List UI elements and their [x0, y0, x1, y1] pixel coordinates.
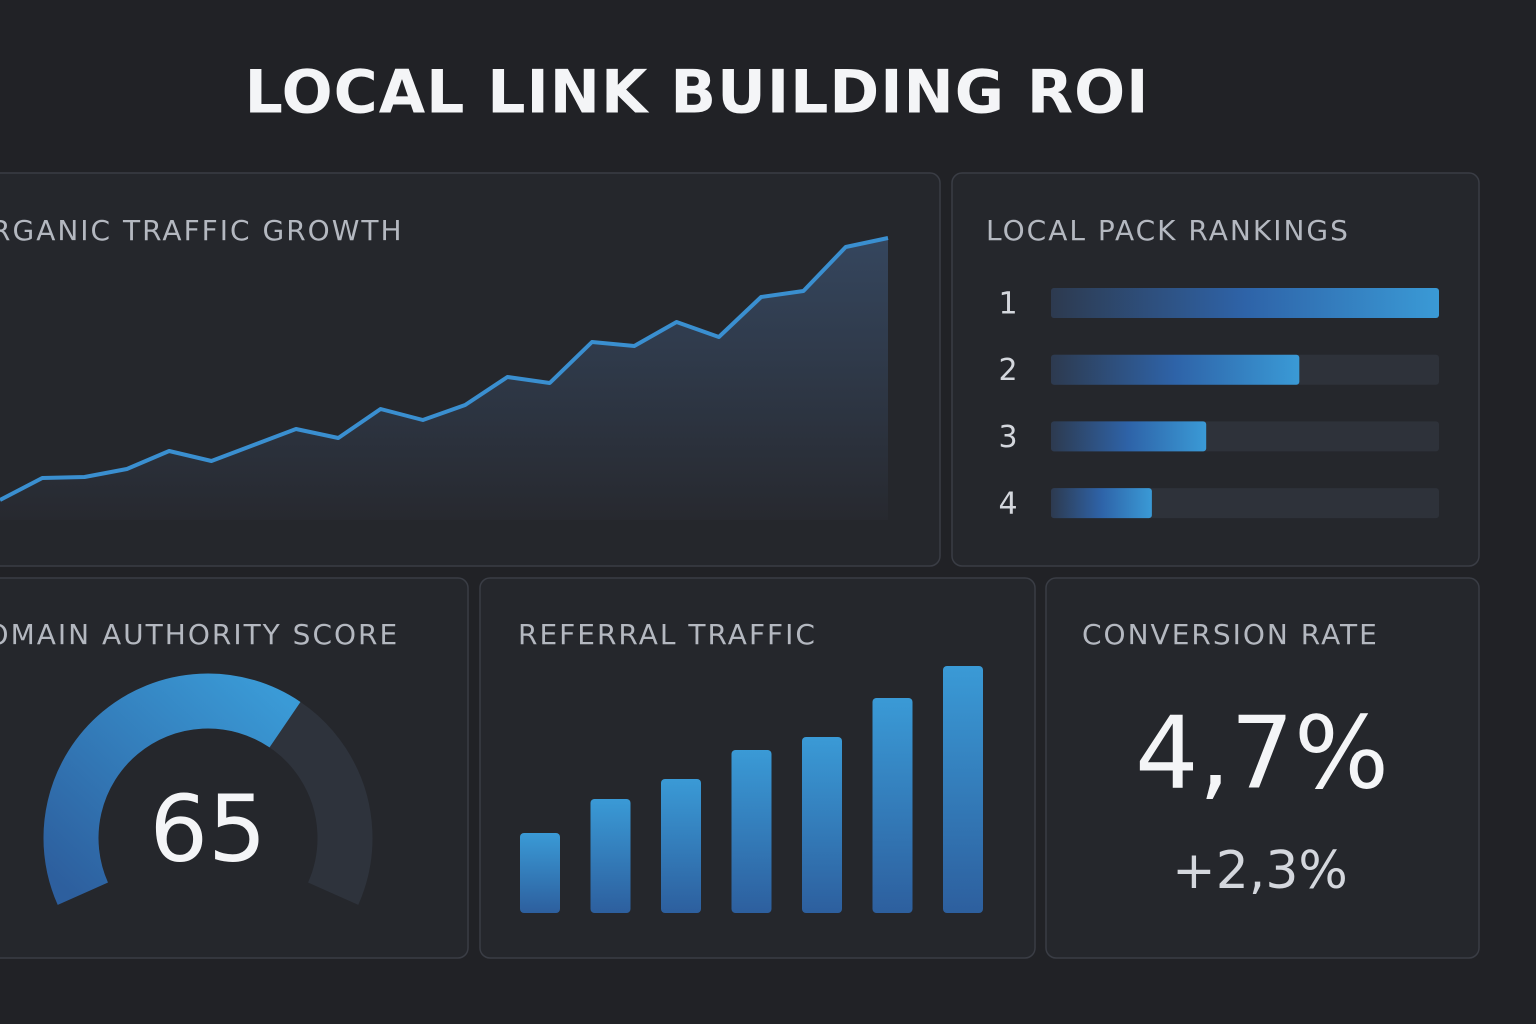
- bar: [1051, 354, 1300, 385]
- rank-label: 4: [998, 487, 1017, 522]
- rank-label: 1: [998, 287, 1017, 322]
- panel-title: LOCAL PACK RANKINGS: [986, 214, 1350, 247]
- gauge-value: [43, 673, 301, 905]
- bar: [943, 666, 983, 913]
- panel-title: CONVERSION RATE: [1082, 618, 1379, 651]
- page-title: LOCAL LINK BUILDING ROI: [245, 58, 1150, 128]
- bar: [731, 750, 772, 913]
- bar: [872, 698, 913, 913]
- gauge-label: 65: [149, 775, 266, 882]
- kpi-change: +2,3%: [1172, 841, 1348, 901]
- bar: [1051, 288, 1439, 318]
- bar: [520, 833, 560, 913]
- bar: [590, 799, 631, 913]
- bar: [1051, 421, 1207, 452]
- panel: [1045, 577, 1480, 959]
- rank-label: 3: [998, 420, 1017, 455]
- line: [0, 236, 889, 502]
- bar: [1051, 488, 1152, 519]
- area-fill: [0, 238, 888, 520]
- panel-title: DOMAIN AUTHORITY SCORE: [0, 618, 399, 651]
- bar: [661, 779, 701, 913]
- panel-title: ORGANIC TRAFFIC GROWTH: [0, 214, 404, 247]
- panel-title: REFERRAL TRAFFIC: [518, 618, 817, 651]
- kpi-value: 4,7%: [1135, 694, 1389, 811]
- bar: [802, 737, 842, 913]
- rank-label: 2: [998, 353, 1017, 388]
